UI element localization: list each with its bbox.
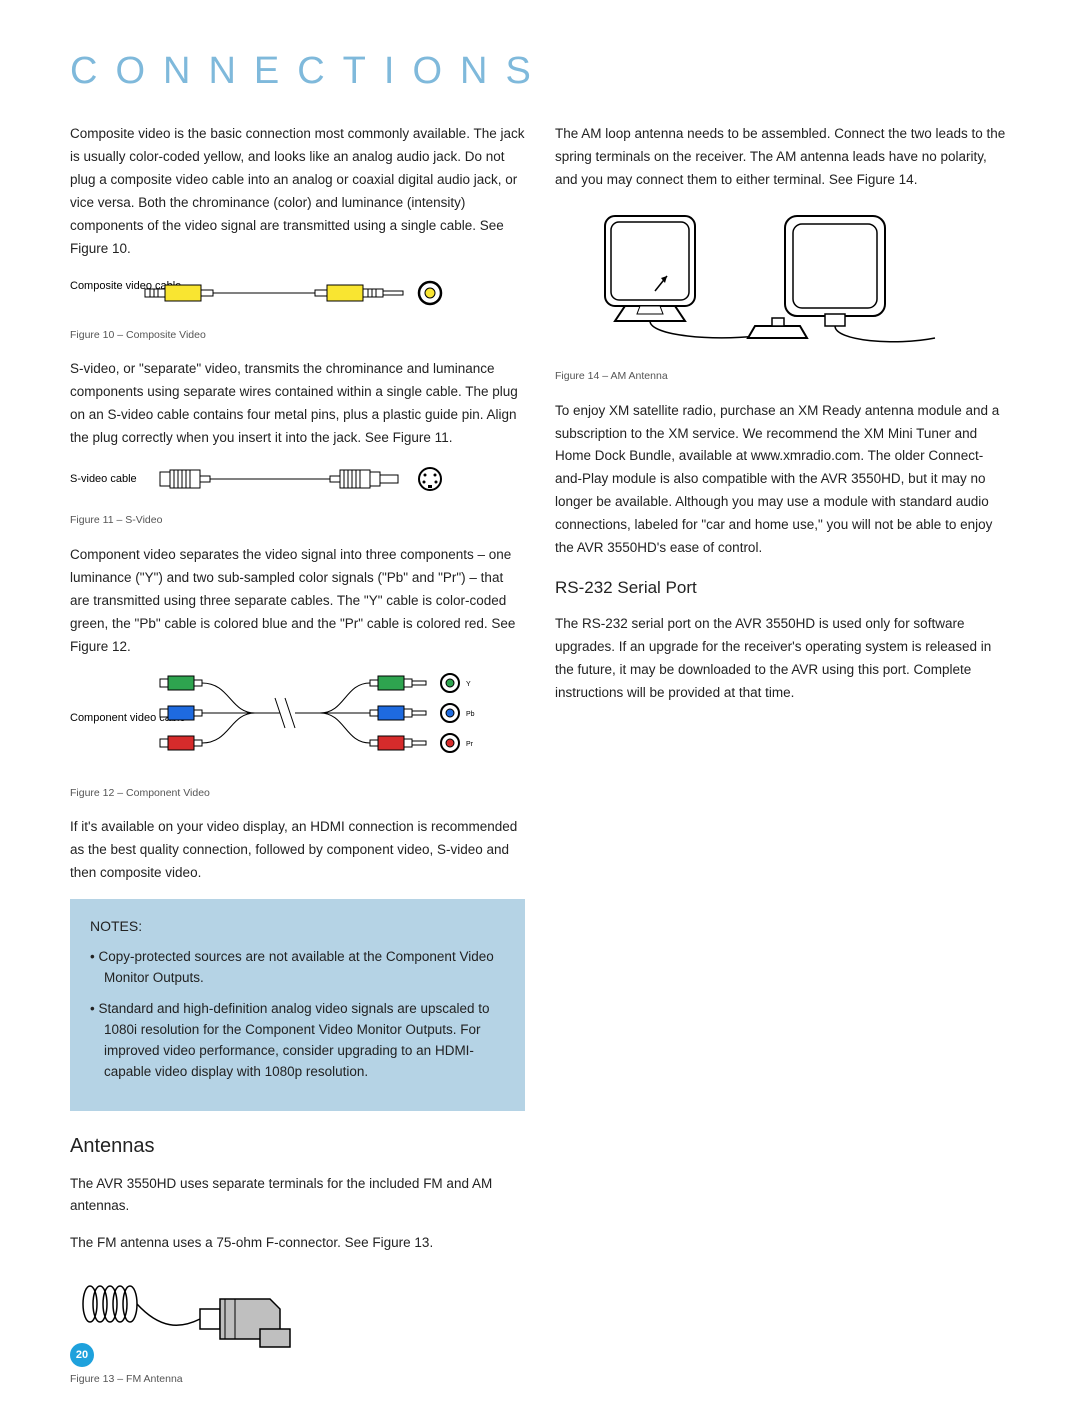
fig12-caption: Figure 12 – Component Video xyxy=(70,785,525,803)
note-item-1: Copy-protected sources are not available… xyxy=(104,947,505,989)
component-paragraph: Component video separates the video sign… xyxy=(70,544,525,659)
svideo-paragraph: S-video, or "separate" video, transmits … xyxy=(70,358,525,450)
hdmi-paragraph: If it's available on your video display,… xyxy=(70,816,525,885)
fig14-caption: Figure 14 – AM Antenna xyxy=(555,368,1010,386)
page-number-badge: 20 xyxy=(70,1343,94,1367)
content-columns: Composite video is the basic connection … xyxy=(70,123,1010,1403)
rs232-heading: RS-232 Serial Port xyxy=(555,574,1010,603)
fm-antenna-icon xyxy=(70,1269,330,1359)
notes-title: NOTES: xyxy=(90,915,505,939)
fig11-caption: Figure 11 – S-Video xyxy=(70,512,525,530)
antennas-p1: The AVR 3550HD uses separate terminals f… xyxy=(70,1173,525,1219)
fig13-caption: Figure 13 – FM Antenna xyxy=(70,1371,525,1389)
figure-13 xyxy=(70,1269,525,1367)
am-antenna-icon xyxy=(555,206,955,356)
right-column: The AM loop antenna needs to be assemble… xyxy=(555,123,1010,1403)
antennas-p2: The FM antenna uses a 75-ohm F-connector… xyxy=(70,1232,525,1255)
figure-14 xyxy=(555,206,1010,364)
xm-paragraph: To enjoy XM satellite radio, purchase an… xyxy=(555,400,1010,561)
notes-box: NOTES: Copy-protected sources are not av… xyxy=(70,899,525,1110)
fig10-caption: Figure 10 – Composite Video xyxy=(70,327,525,345)
figure-12: Component video cable xyxy=(70,673,525,781)
component-cable-icon: Component video cable xyxy=(70,673,500,773)
left-column: Composite video is the basic connection … xyxy=(70,123,525,1403)
page-title: CONNECTIONS xyxy=(70,50,1010,93)
composite-cable-icon: Composite video cable xyxy=(70,275,480,315)
note-item-2: Standard and high-definition analog vide… xyxy=(104,999,505,1083)
composite-paragraph: Composite video is the basic connection … xyxy=(70,123,525,261)
figure-11: S-video cable xyxy=(70,464,525,508)
svg-text:Pb: Pb xyxy=(466,711,475,718)
fig11-inline-label: S-video cable xyxy=(70,473,137,485)
svg-text:Pr: Pr xyxy=(466,741,474,748)
svg-text:Y: Y xyxy=(466,681,471,688)
am-antenna-paragraph: The AM loop antenna needs to be assemble… xyxy=(555,123,1010,192)
antennas-heading: Antennas xyxy=(70,1129,525,1163)
rs232-paragraph: The RS-232 serial port on the AVR 3550HD… xyxy=(555,613,1010,705)
svideo-cable-icon: S-video cable xyxy=(70,464,480,500)
figure-10: Composite video cable xyxy=(70,275,525,323)
